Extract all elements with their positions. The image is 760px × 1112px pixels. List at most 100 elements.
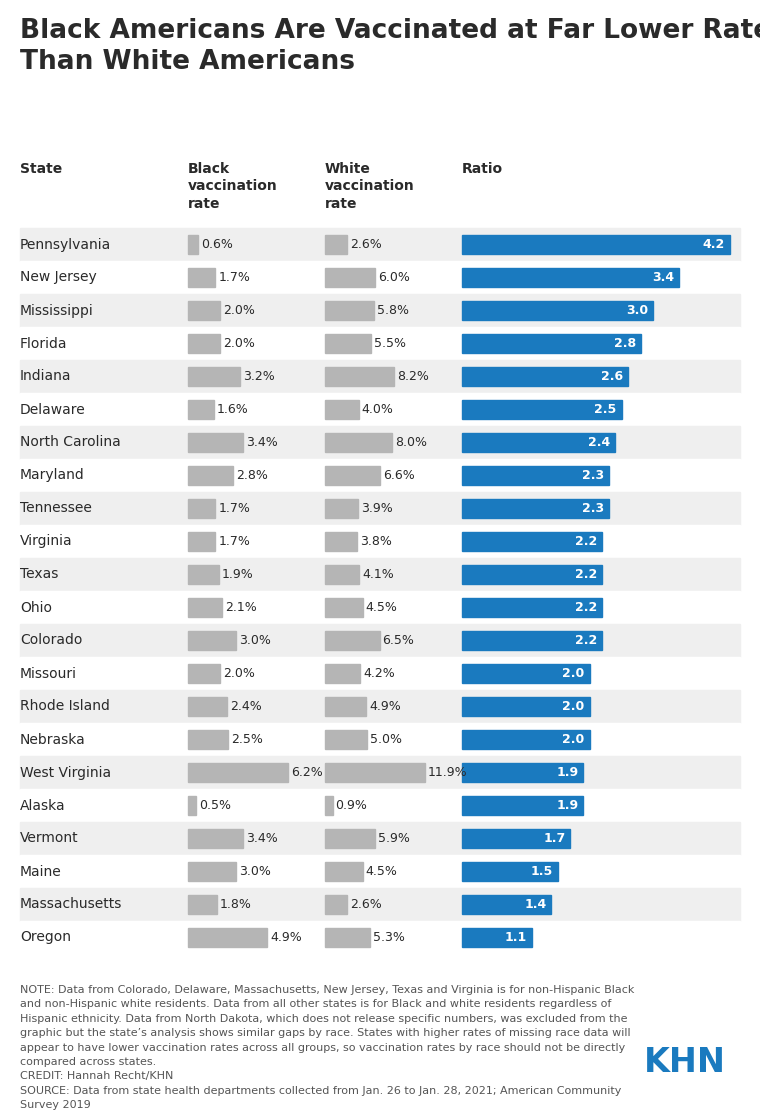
Text: 1.1: 1.1: [505, 931, 527, 944]
Bar: [20, 426, 740, 459]
Text: 1.4: 1.4: [524, 898, 546, 911]
Text: 2.0: 2.0: [562, 699, 584, 713]
Text: 2.2: 2.2: [575, 600, 597, 614]
Text: 1.7%: 1.7%: [218, 502, 250, 515]
Text: 6.6%: 6.6%: [384, 469, 415, 481]
Text: 5.3%: 5.3%: [372, 931, 404, 944]
Text: 3.9%: 3.9%: [361, 502, 392, 515]
Bar: [462, 763, 583, 782]
Bar: [188, 828, 243, 848]
Text: 2.6%: 2.6%: [350, 238, 382, 251]
Bar: [325, 565, 359, 584]
Bar: [462, 895, 551, 914]
Bar: [325, 895, 347, 914]
Text: 1.7%: 1.7%: [218, 271, 250, 284]
Bar: [188, 631, 236, 651]
Text: Vermont: Vermont: [20, 832, 78, 845]
Text: 3.0%: 3.0%: [239, 634, 271, 647]
Text: Texas: Texas: [20, 567, 59, 582]
Text: 4.9%: 4.9%: [270, 931, 302, 944]
Text: 2.3: 2.3: [581, 502, 603, 515]
Bar: [325, 268, 375, 287]
Bar: [325, 763, 425, 782]
Bar: [20, 822, 740, 855]
Bar: [188, 565, 219, 584]
Text: Ratio: Ratio: [462, 162, 503, 176]
Bar: [325, 631, 380, 651]
Text: 3.8%: 3.8%: [360, 535, 392, 548]
Bar: [188, 466, 233, 485]
Bar: [188, 235, 198, 254]
Text: Black
vaccination
rate: Black vaccination rate: [188, 162, 277, 210]
Bar: [188, 499, 215, 518]
Bar: [325, 532, 357, 552]
Text: Massachusetts: Massachusetts: [20, 897, 122, 912]
Bar: [325, 301, 374, 320]
Bar: [462, 400, 622, 419]
Bar: [20, 492, 740, 525]
Bar: [20, 855, 740, 888]
Bar: [188, 400, 214, 419]
Text: 2.2: 2.2: [575, 634, 597, 647]
Text: 2.2: 2.2: [575, 535, 597, 548]
Bar: [20, 525, 740, 558]
Bar: [325, 796, 333, 815]
Bar: [325, 367, 394, 386]
Bar: [20, 590, 740, 624]
Text: 5.0%: 5.0%: [370, 733, 402, 746]
Text: 6.2%: 6.2%: [291, 766, 323, 780]
Bar: [462, 301, 654, 320]
Text: 4.2%: 4.2%: [363, 667, 395, 681]
Text: Delaware: Delaware: [20, 403, 86, 417]
Bar: [188, 697, 226, 716]
Text: 3.0%: 3.0%: [239, 865, 271, 878]
Bar: [462, 828, 571, 848]
Text: Colorado: Colorado: [20, 634, 82, 647]
Bar: [325, 598, 363, 617]
Text: Rhode Island: Rhode Island: [20, 699, 110, 714]
Bar: [188, 862, 236, 881]
Bar: [188, 532, 215, 552]
Bar: [325, 433, 392, 453]
Text: Nebraska: Nebraska: [20, 733, 86, 746]
Bar: [20, 691, 740, 723]
Text: 2.4: 2.4: [588, 436, 610, 449]
Bar: [188, 796, 196, 815]
Bar: [462, 565, 603, 584]
Text: 5.9%: 5.9%: [378, 832, 410, 845]
Bar: [325, 466, 381, 485]
Text: Oregon: Oregon: [20, 931, 71, 944]
Bar: [188, 301, 220, 320]
Bar: [325, 927, 369, 947]
Bar: [462, 598, 603, 617]
Bar: [188, 268, 215, 287]
Bar: [325, 862, 363, 881]
Bar: [462, 499, 609, 518]
Bar: [462, 862, 558, 881]
Bar: [188, 433, 243, 453]
Bar: [188, 729, 228, 749]
Text: White
vaccination
rate: White vaccination rate: [325, 162, 415, 210]
Text: 2.0%: 2.0%: [223, 337, 255, 350]
Text: 1.7%: 1.7%: [218, 535, 250, 548]
Text: 4.2: 4.2: [703, 238, 725, 251]
Bar: [20, 888, 740, 921]
Bar: [20, 624, 740, 657]
Bar: [20, 723, 740, 756]
Bar: [462, 729, 590, 749]
Text: 2.0%: 2.0%: [223, 304, 255, 317]
Bar: [20, 790, 740, 822]
Bar: [325, 499, 358, 518]
Bar: [20, 921, 740, 954]
Bar: [462, 697, 590, 716]
Text: West Virginia: West Virginia: [20, 765, 111, 780]
Text: KHN: KHN: [644, 1045, 726, 1079]
Text: 2.8%: 2.8%: [236, 469, 268, 481]
Bar: [188, 367, 239, 386]
Bar: [462, 532, 603, 552]
Bar: [325, 729, 367, 749]
Text: 4.0%: 4.0%: [362, 403, 394, 416]
Bar: [325, 235, 347, 254]
Bar: [20, 558, 740, 590]
Text: NOTE: Data from Colorado, Delaware, Massachusetts, New Jersey, Texas and Virgini: NOTE: Data from Colorado, Delaware, Mass…: [20, 985, 635, 1110]
